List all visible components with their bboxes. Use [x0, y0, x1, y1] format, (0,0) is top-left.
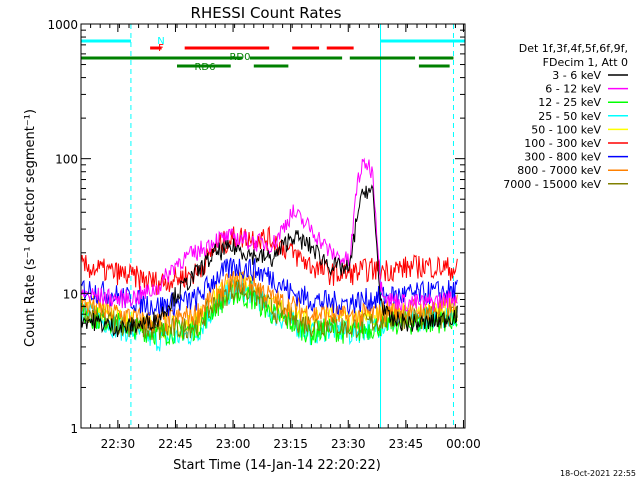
y-tick-label: 10: [63, 287, 78, 301]
y-tick-label: 100: [55, 153, 78, 167]
x-tick-label: 23:30: [331, 437, 366, 451]
x-tick-label: 23:15: [273, 437, 308, 451]
legend-entry-label: 100 - 300 keV: [524, 137, 601, 150]
legend-entry-label: 6 - 12 keV: [545, 83, 601, 96]
series-line-6-12-kev: [80, 157, 458, 312]
vertical-markers: [80, 24, 454, 428]
legend: Det 1f,3f,4f,5f,6f,9f,FDecim 1, Att 03 -…: [503, 42, 628, 191]
status-flags: NF RD0 RD6: [81, 36, 465, 73]
legend-entry-label: 12 - 25 keV: [538, 96, 601, 109]
x-tick-label: 22:45: [158, 437, 193, 451]
flag-rd0-label: RD0: [229, 52, 250, 63]
y-tick-label: 1: [70, 422, 78, 436]
plot-frame: [80, 23, 466, 429]
legend-entry-label: 3 - 6 keV: [552, 69, 601, 82]
data-series: [80, 157, 458, 352]
legend-entry-label: 7000 - 15000 keV: [503, 178, 601, 191]
legend-header-line-2: FDecim 1, Att 0: [543, 56, 628, 69]
series-line-100-300-kev: [80, 225, 458, 296]
legend-entry-label: 800 - 7000 keV: [517, 164, 601, 177]
y-tick-label: 1000: [47, 18, 78, 32]
y-axis-label: Count Rate (s⁻¹ detector segment⁻¹): [23, 109, 38, 347]
flag-rd6-label: RD6: [194, 62, 215, 73]
legend-entry-label: 50 - 100 keV: [531, 123, 601, 136]
flag-n-label: N: [157, 36, 164, 47]
legend-header-line-1: Det 1f,3f,4f,5f,6f,9f,: [519, 42, 628, 55]
footer-date: 18-Oct-2021 22:55: [560, 469, 636, 478]
chart-title: RHESSI Count Rates: [191, 4, 342, 22]
x-tick-label: 00:00: [446, 437, 481, 451]
x-tick-label: 22:30: [101, 437, 136, 451]
series-line-3-6-kev: [80, 184, 458, 338]
legend-entry-label: 25 - 50 keV: [538, 110, 601, 123]
x-tick-label: 23:00: [216, 437, 251, 451]
axes: 22:30 22:45 23:00 23:15 23:30 23:45 00:00 1 10 10…: [47, 18, 480, 451]
legend-entry-label: 300 - 800 keV: [524, 151, 601, 164]
x-tick-label: 23:45: [389, 437, 424, 451]
x-axis-label: Start Time (14-Jan-14 22:20:22): [173, 458, 381, 473]
flag-f-label: F: [158, 43, 164, 54]
